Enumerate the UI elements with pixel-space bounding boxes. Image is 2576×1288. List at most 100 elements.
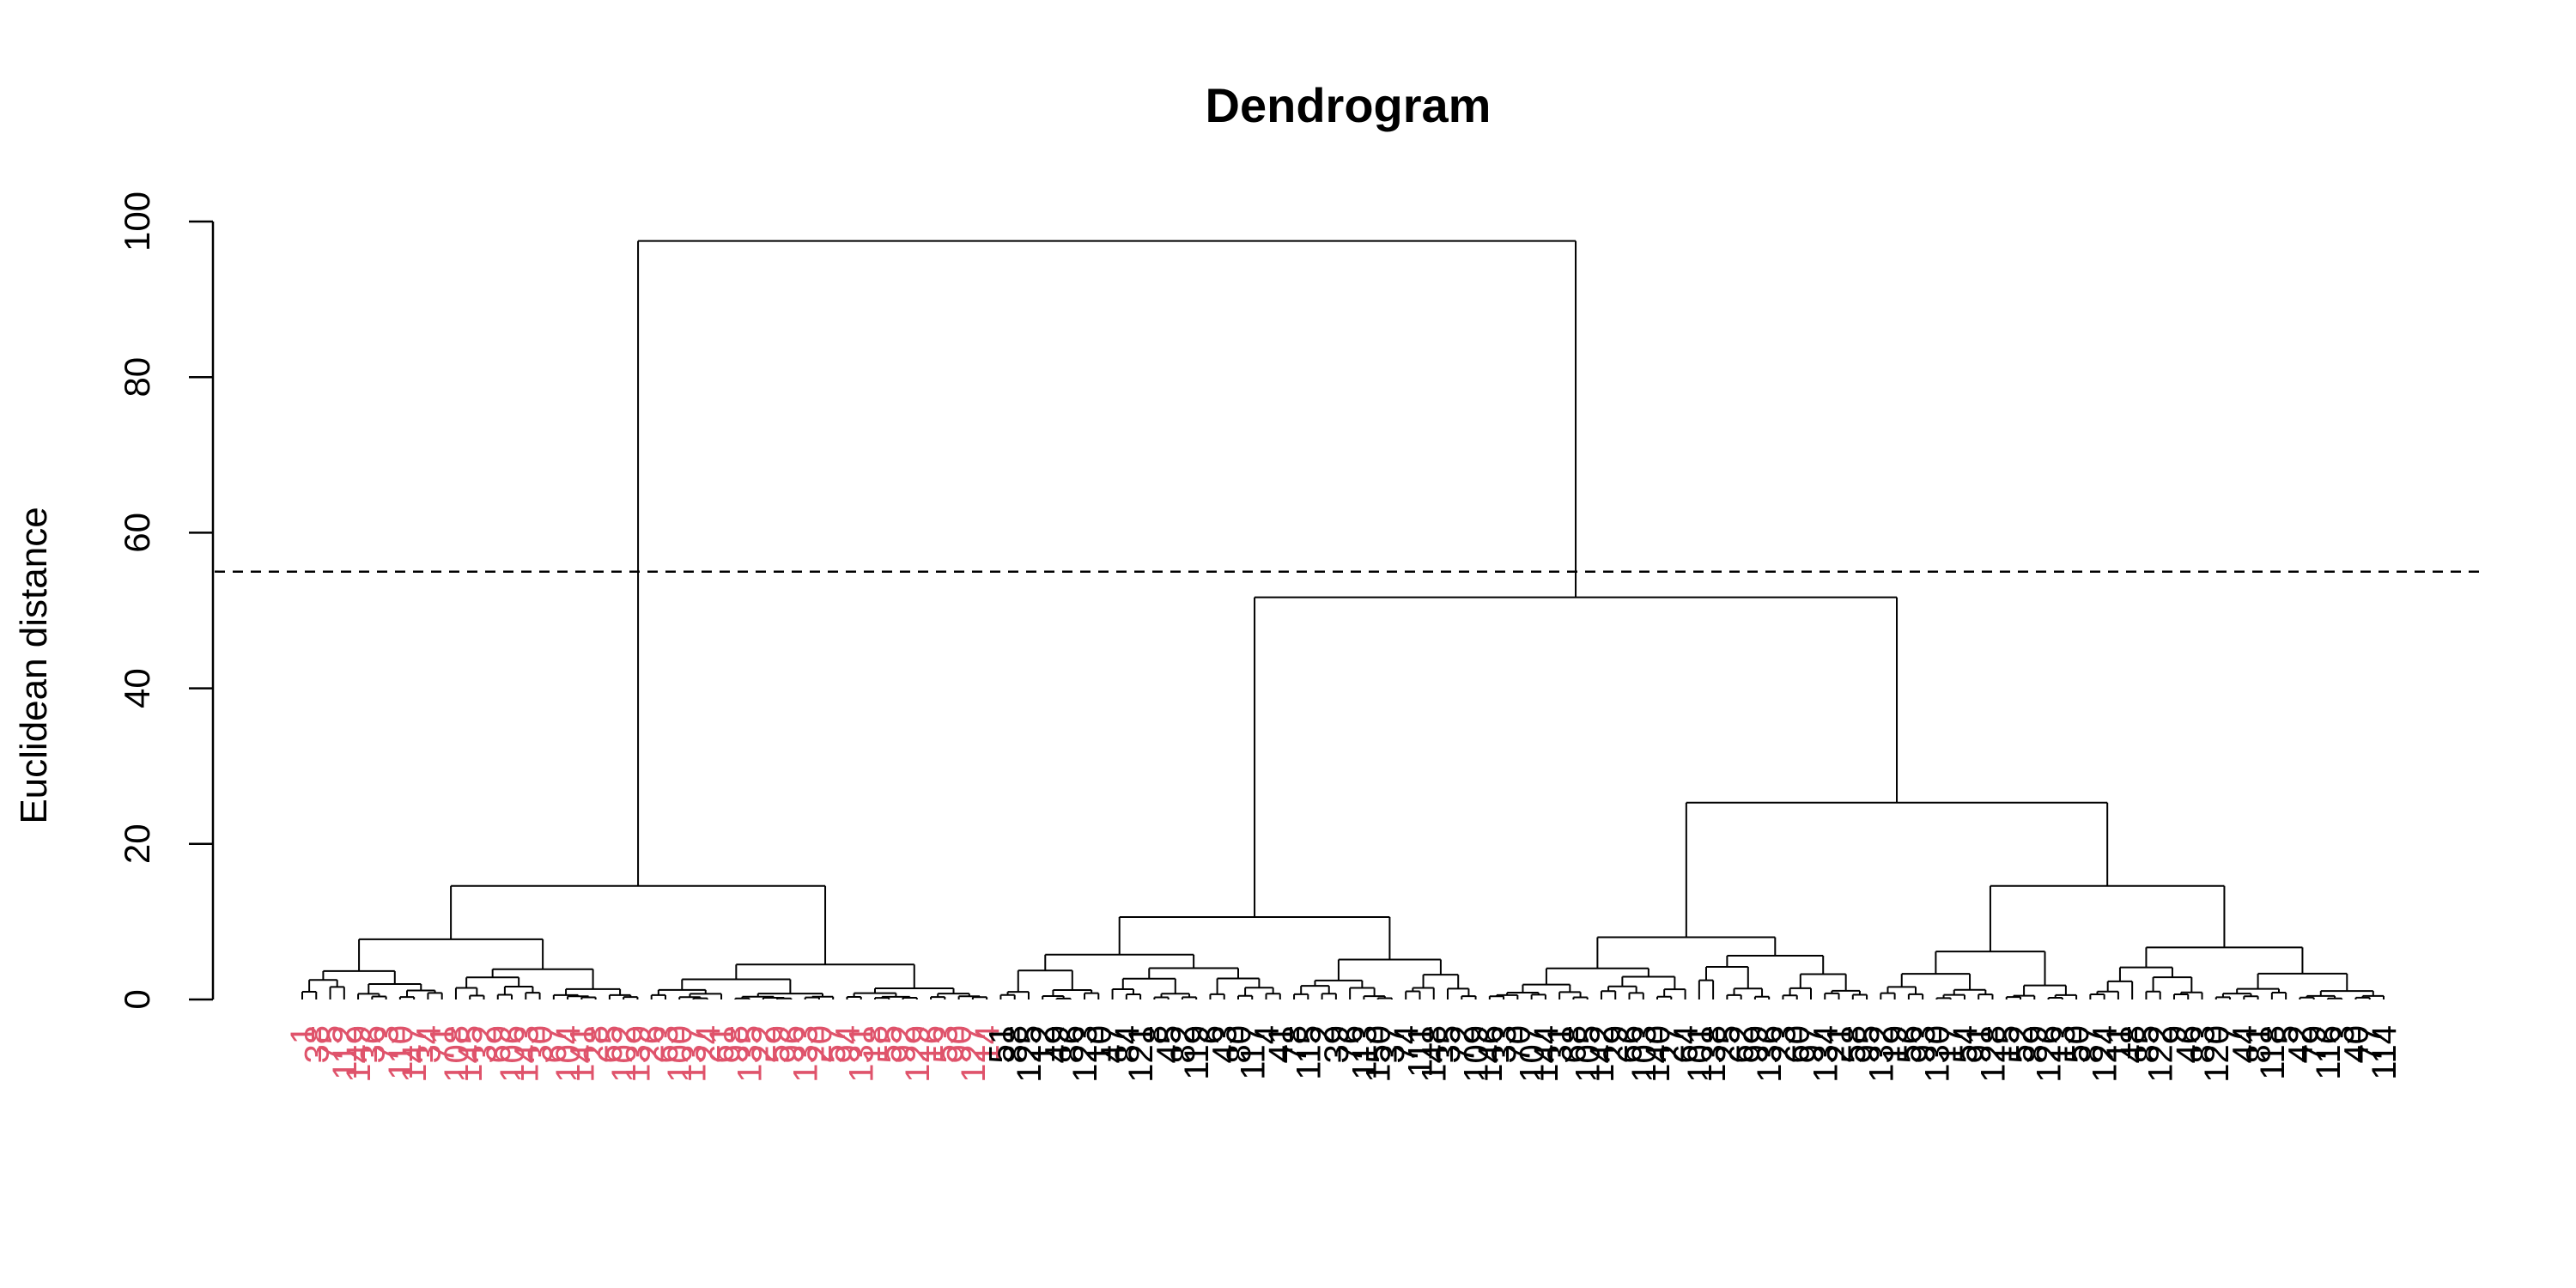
leaf-label: 63 xyxy=(647,1025,685,1064)
leaf-label: 55 xyxy=(871,1025,908,1064)
leaf-label: 4 xyxy=(1249,1025,1286,1044)
leaf-label: 136 xyxy=(1751,1025,1789,1083)
leaf-label: 47 xyxy=(1095,1025,1133,1064)
leaf-label: 38 xyxy=(298,1025,336,1064)
leaf-label: 143 xyxy=(507,1025,545,1083)
leaf-label: 65 xyxy=(592,1025,629,1064)
leaf-label: 83 xyxy=(2184,1025,2222,1064)
leaf-label: 29 xyxy=(1597,1025,1635,1064)
leaf-label: 133 xyxy=(787,1025,825,1083)
leaf-label: 57 xyxy=(815,1025,853,1064)
leaf-label: 51 xyxy=(982,1025,1020,1064)
leaf-label: 48 xyxy=(2114,1025,2152,1064)
leaf-labels: 1387511214936731101473471108145326910614… xyxy=(284,1025,2403,1083)
leaf-label: 17 xyxy=(1933,1025,1971,1064)
leaf-label: 75 xyxy=(313,1025,350,1064)
leaf-label: 60 xyxy=(1779,1025,1817,1064)
leaf-label: 74 xyxy=(1388,1025,1425,1064)
leaf-label: 52 xyxy=(2002,1025,2040,1064)
leaf-label: 8 xyxy=(1136,1025,1174,1044)
leaf-label: 76 xyxy=(1332,1025,1370,1064)
leaf-label: 101 xyxy=(1681,1025,1719,1083)
leaf-label: 117 xyxy=(1234,1025,1272,1080)
leaf-label: 46 xyxy=(2170,1025,2208,1064)
leaf-label: 73 xyxy=(368,1025,406,1064)
leaf-label: 25 xyxy=(1709,1025,1747,1064)
leaf-label: 70 xyxy=(1499,1025,1537,1064)
leaf-label: 67 xyxy=(536,1025,574,1064)
leaf-label: 97 xyxy=(1793,1025,1831,1064)
leaf-label: 39 xyxy=(1318,1025,1356,1064)
leaf-label: 15 xyxy=(1989,1025,2026,1064)
leaf-label: 107 xyxy=(1514,1025,1552,1083)
leaf-label: 141 xyxy=(563,1025,601,1083)
leaf-label: 91 xyxy=(1960,1025,1998,1064)
chart-title: Dendrogram xyxy=(1206,78,1492,132)
leaf-label: 33 xyxy=(1485,1025,1523,1064)
leaf-label: 132 xyxy=(1862,1025,1900,1083)
y-axis-label: Euclidean distance xyxy=(13,507,55,823)
leaf-label: 118 xyxy=(2254,1025,2292,1080)
leaf-label: 123 xyxy=(1066,1025,1104,1083)
leaf-label: 80 xyxy=(1220,1025,1258,1064)
leaf-label: 59 xyxy=(759,1025,797,1064)
leaf-label: 129 xyxy=(899,1025,937,1083)
leaf-label: 128 xyxy=(1974,1025,2012,1083)
leaf-label: 93 xyxy=(1905,1025,1942,1064)
leaf-label: 104 xyxy=(550,1025,587,1083)
leaf-label: 12 xyxy=(1024,1025,1062,1064)
leaf-label: 42 xyxy=(2281,1025,2319,1064)
y-tick-label: 40 xyxy=(117,668,157,708)
leaf-label: 20 xyxy=(801,1025,839,1064)
leaf-label: 61 xyxy=(703,1025,741,1064)
leaf-label: 23 xyxy=(1765,1025,1802,1064)
leaf-label: 31 xyxy=(1541,1025,1579,1064)
y-tick-label: 0 xyxy=(117,989,157,1009)
leaf-label: 135 xyxy=(732,1025,769,1083)
leaf-label: 131 xyxy=(843,1025,881,1083)
leaf-label: 113 xyxy=(1346,1025,1383,1080)
leaf-label: 77 xyxy=(2352,1025,2390,1064)
leaf-label: 150 xyxy=(1360,1025,1398,1083)
leaf-label: 78 xyxy=(1276,1025,1314,1064)
leaf-label: 1 xyxy=(284,1025,322,1044)
leaf-label: 43 xyxy=(1206,1025,1244,1064)
leaf-label: 88 xyxy=(997,1025,1035,1064)
leaf-label: 41 xyxy=(1262,1025,1300,1064)
leaf-label: 116 xyxy=(2310,1025,2348,1080)
leaf-label: 68 xyxy=(1555,1025,1593,1064)
leaf-label: 16 xyxy=(913,1025,951,1064)
leaf-label: 71 xyxy=(424,1025,462,1064)
leaf-label: 140 xyxy=(1639,1025,1677,1083)
leaf-label: 2 xyxy=(1304,1025,1342,1044)
leaf-label: 121 xyxy=(1122,1025,1160,1083)
leaf-label: 37 xyxy=(1374,1025,1412,1064)
leaf-label: 50 xyxy=(2058,1025,2096,1064)
leaf-label: 44 xyxy=(2226,1025,2263,1064)
leaf-label: 115 xyxy=(1290,1025,1327,1080)
leaf-label: 11 xyxy=(2100,1025,2138,1061)
leaf-label: 148 xyxy=(1416,1025,1454,1083)
leaf-label: 105 xyxy=(1570,1025,1607,1083)
leaf-label: 34 xyxy=(410,1025,447,1064)
leaf-label: 5 xyxy=(2268,1025,2306,1044)
leaf-label: 102 xyxy=(605,1025,643,1083)
leaf-label: 144 xyxy=(1528,1025,1565,1083)
leaf-label: 119 xyxy=(1178,1025,1216,1080)
leaf-label: 127 xyxy=(955,1025,993,1083)
leaf-label: 49 xyxy=(1038,1025,1076,1064)
leaf-label: 137 xyxy=(676,1025,714,1083)
leaf-label: 35 xyxy=(1430,1025,1467,1064)
leaf-label: 122 xyxy=(2142,1025,2180,1083)
leaf-label: 13 xyxy=(2044,1025,2082,1064)
leaf-label: 66 xyxy=(1612,1025,1649,1064)
leaf-label: 130 xyxy=(1918,1025,1956,1083)
leaf-label: 79 xyxy=(2296,1025,2334,1064)
leaf-label: 109 xyxy=(1458,1025,1496,1083)
leaf-label: 21 xyxy=(1821,1025,1859,1064)
leaf-label: 85 xyxy=(2128,1025,2166,1064)
leaf-label: 110 xyxy=(382,1025,420,1080)
leaf-label: 45 xyxy=(1151,1025,1188,1064)
leaf-label: 90 xyxy=(941,1025,979,1064)
